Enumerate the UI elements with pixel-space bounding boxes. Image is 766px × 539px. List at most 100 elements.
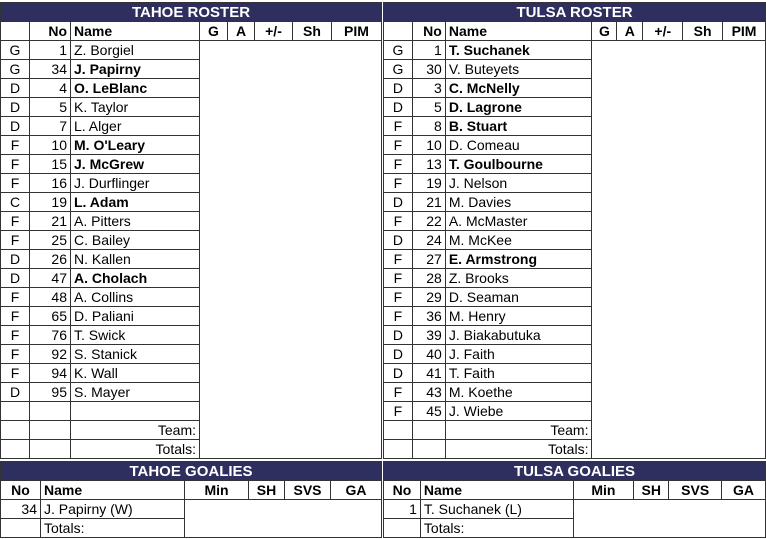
stat-cell <box>617 421 643 440</box>
stat-cell <box>643 174 683 193</box>
jersey-number: 7 <box>29 116 71 136</box>
player-name: D. Lagrone <box>444 97 593 117</box>
stat-cell <box>228 307 255 326</box>
goalie-row: 1 T. Suchanek (L) <box>383 499 766 519</box>
stat-cell <box>331 59 382 79</box>
stat-cell <box>331 154 382 174</box>
player-row: G 30 V. Buteyets <box>383 59 766 79</box>
player-name: C. Bailey <box>70 230 200 250</box>
stat-cell <box>591 306 617 326</box>
stat-cell <box>293 421 332 440</box>
stat-cell <box>331 439 382 459</box>
stat-cell <box>255 383 293 402</box>
player-name: K. Taylor <box>70 97 200 117</box>
jersey-number: 1 <box>411 40 446 60</box>
stat-cell <box>199 97 228 117</box>
stat-cell <box>293 117 332 136</box>
player-row: F 8 B. Stuart <box>383 116 766 136</box>
stat-cell <box>722 116 766 136</box>
stat-cell <box>199 420 228 440</box>
jersey-number: 43 <box>411 382 446 402</box>
column-header: +/- <box>254 21 293 41</box>
stat-cell <box>331 192 382 212</box>
stat-cell <box>331 135 382 155</box>
player-name: T. Swick <box>70 325 200 345</box>
column-header: G <box>199 21 228 41</box>
stat-cell <box>683 193 723 212</box>
player-row: F 28 Z. Brooks <box>383 268 766 288</box>
player-row: F 92 S. Stanick <box>0 344 382 364</box>
player-row: F 36 M. Henry <box>383 306 766 326</box>
stat-cell <box>331 211 382 231</box>
empty-cell <box>411 439 446 459</box>
stat-cell <box>591 363 617 383</box>
stat-cell <box>293 250 332 269</box>
stat-cell <box>643 212 683 231</box>
stat-cell <box>617 402 643 421</box>
jersey-number: 34 <box>29 59 71 79</box>
jersey-number: 5 <box>29 97 71 117</box>
stat-cell <box>331 97 382 117</box>
player-row: D 4 O. LeBlanc <box>0 78 382 98</box>
stat-cell <box>228 383 255 402</box>
jersey-number: 94 <box>29 363 71 383</box>
stat-cell <box>643 98 683 117</box>
stat-cell <box>683 212 723 231</box>
stat-cell <box>199 401 228 421</box>
column-header <box>383 21 413 41</box>
stat-cell <box>255 41 293 60</box>
stat-cell <box>228 288 255 307</box>
stat-cell <box>293 402 332 421</box>
stat-cell <box>591 268 617 288</box>
stat-cell <box>669 500 722 519</box>
stat-cell <box>228 364 255 383</box>
goalie-row: 34 J. Papirny (W) <box>0 499 382 519</box>
tulsa-goalies: TULSA GOALIES No Name Min SH SVS GA 1 T. Suchane… <box>383 461 766 538</box>
player-row: D 5 K. Taylor <box>0 97 382 117</box>
player-name: T. Faith <box>444 363 593 383</box>
position: F <box>383 135 413 155</box>
empty-cell <box>29 439 71 459</box>
stat-cell <box>617 269 643 288</box>
stat-cell <box>228 269 255 288</box>
stat-cell <box>293 345 332 364</box>
position: F <box>0 306 30 326</box>
jersey-number: 65 <box>29 306 71 326</box>
stat-cell <box>255 79 293 98</box>
stat-cell <box>617 364 643 383</box>
stat-cell <box>293 269 332 288</box>
jersey-number: 21 <box>29 211 71 231</box>
column-header: A <box>227 21 255 41</box>
player-name: M. O'Leary <box>70 135 200 155</box>
header-row: No Name Min SH SVS GA <box>383 480 766 500</box>
stat-cell <box>722 97 766 117</box>
player-row: D 24 M. McKee <box>383 230 766 250</box>
player-name: J. McGrew <box>70 154 200 174</box>
header-row: No Name Min SH SVS GA <box>0 480 382 500</box>
player-name: D. Comeau <box>444 135 593 155</box>
position: D <box>0 249 30 269</box>
position: D <box>383 230 413 250</box>
roster-title: TAHOE ROSTER <box>0 2 382 22</box>
player-name: S. Mayer <box>70 382 200 402</box>
stat-cell <box>617 307 643 326</box>
empty-cell <box>0 439 30 459</box>
jersey-number: 1 <box>29 40 71 60</box>
player-row: F 65 D. Paliani <box>0 306 382 326</box>
stat-cell <box>293 79 332 98</box>
stat-cell <box>255 421 293 440</box>
stat-cell <box>199 268 228 288</box>
empty-cell <box>0 518 41 538</box>
totals-label: Totals: <box>444 439 593 459</box>
player-name: S. Stanick <box>70 344 200 364</box>
jersey-number <box>29 401 71 421</box>
player-name: D. Seaman <box>444 287 593 307</box>
player-name: Z. Borgiel <box>70 40 200 60</box>
player-row: F 43 M. Koethe <box>383 382 766 402</box>
stat-cell <box>591 154 617 174</box>
stat-cell <box>199 116 228 136</box>
stat-cell <box>228 345 255 364</box>
position: F <box>0 154 30 174</box>
column-header <box>0 21 30 41</box>
position: F <box>383 306 413 326</box>
